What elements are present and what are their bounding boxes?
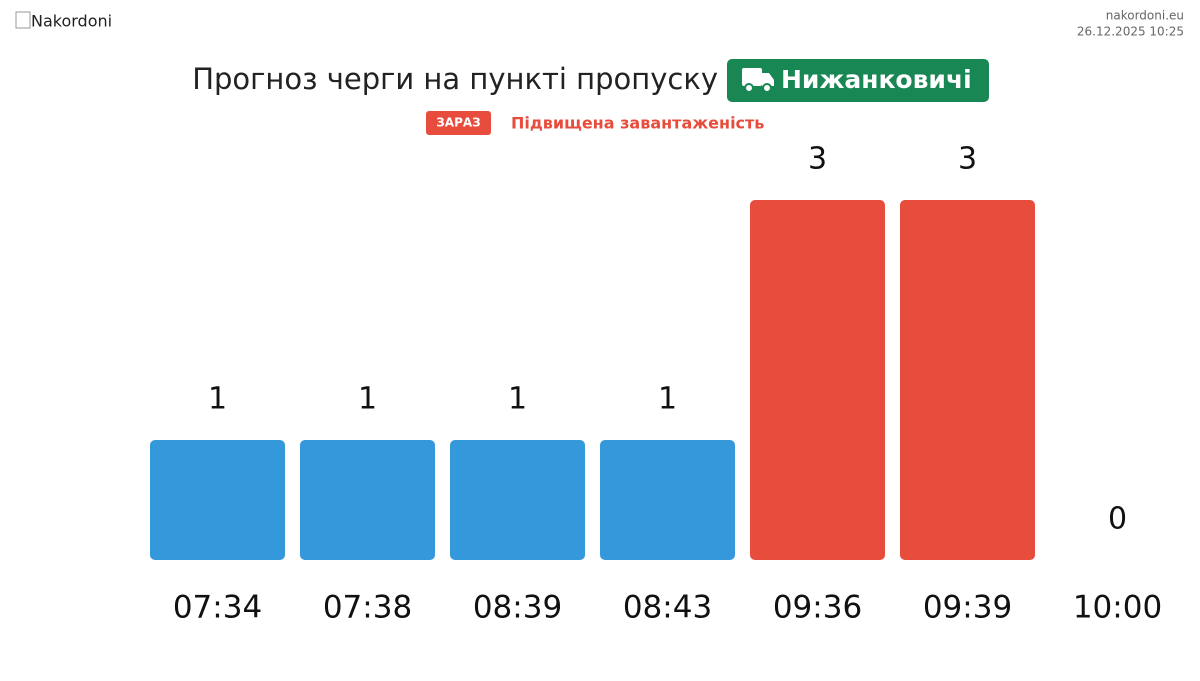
checkpoint-name: Нижанковичі	[781, 65, 972, 94]
chart-title: Прогноз черги на пункті пропуску	[192, 62, 718, 96]
x-tick-label: 10:00	[1073, 590, 1162, 626]
value-label: 3	[808, 142, 827, 177]
value-label: 0	[1108, 502, 1127, 537]
checkpoint-badge: Нижанковичі	[727, 59, 989, 102]
datetime: 26.12.2025 10:25	[1077, 25, 1184, 39]
x-tick-label: 07:34	[173, 590, 262, 626]
bar	[750, 200, 885, 560]
logo-alt: Nakordoni	[31, 12, 112, 31]
value-label: 1	[658, 382, 677, 417]
badge-bg	[727, 59, 989, 102]
broken-image-icon	[15, 11, 31, 29]
status-badge: ЗАРАЗ	[436, 116, 480, 130]
value-label: 1	[208, 382, 227, 417]
x-tick-label: 08:43	[623, 590, 712, 626]
x-tick-label: 07:38	[323, 590, 412, 626]
bar	[300, 440, 435, 560]
x-tick-label: 09:39	[923, 590, 1012, 626]
value-label: 3	[958, 142, 977, 177]
x-tick-label: 09:36	[773, 590, 862, 626]
x-tick-label: 08:39	[473, 590, 562, 626]
status-text: Підвищена завантаженість	[511, 114, 764, 133]
logo[interactable]: Nakordoni	[15, 11, 112, 31]
bar	[900, 200, 1035, 560]
status-badge-bg	[426, 111, 491, 135]
truck-icon	[742, 68, 774, 93]
value-label: 1	[358, 382, 377, 417]
bar	[450, 440, 585, 560]
value-label: 1	[508, 382, 527, 417]
bar	[600, 440, 735, 560]
bar	[150, 440, 285, 560]
site-name: nakordoni.eu	[1106, 9, 1184, 23]
